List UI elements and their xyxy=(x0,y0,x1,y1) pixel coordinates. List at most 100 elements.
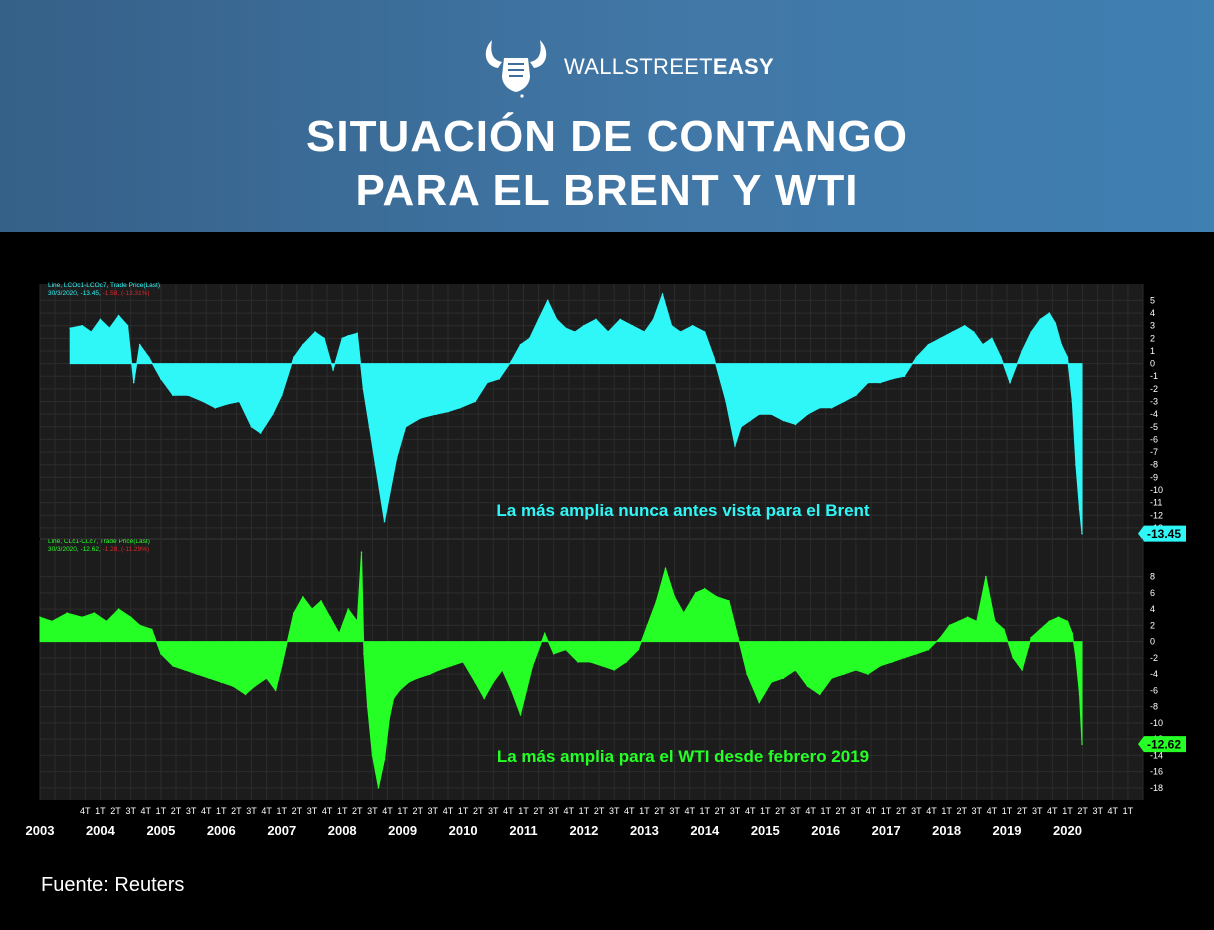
x-quarter-label: 3T xyxy=(1032,806,1043,816)
brent-y-tick-label: -9 xyxy=(1150,472,1158,482)
wti-data-point xyxy=(879,665,881,667)
x-year-label: 2007 xyxy=(267,823,296,838)
wti-data-point xyxy=(366,705,369,708)
wti-y-tick-label: 4 xyxy=(1150,604,1155,614)
x-year-label: 2018 xyxy=(932,823,961,838)
wti-data-point xyxy=(1071,632,1074,635)
brent-data-point xyxy=(1054,322,1057,324)
wti-data-point xyxy=(891,661,893,663)
x-quarter-label: 3T xyxy=(972,806,983,816)
wti-data-point xyxy=(976,620,978,623)
wti-data-point xyxy=(728,600,730,602)
page-title-line-1: SITUACIÓN DE CONTANGO xyxy=(306,112,908,161)
brent-data-point xyxy=(474,400,477,403)
x-quarter-label: 2T xyxy=(654,806,665,816)
x-quarter-label: 4T xyxy=(141,806,152,816)
wti-data-point xyxy=(794,669,797,671)
x-quarter-label: 2T xyxy=(292,806,303,816)
brent-data-point xyxy=(90,331,93,333)
wti-data-point xyxy=(450,665,452,667)
brent-data-point xyxy=(713,356,715,359)
brent-y-tick-label: -2 xyxy=(1150,384,1158,394)
brent-data-point xyxy=(915,356,918,359)
brent-data-point xyxy=(404,426,407,428)
wti-data-point xyxy=(948,624,951,627)
brent-y-tick-label: -12 xyxy=(1150,510,1163,520)
brent-data-point xyxy=(374,463,377,466)
wti-data-point xyxy=(1039,628,1042,631)
x-quarter-label: 4T xyxy=(443,806,454,816)
x-quarter-label: 2T xyxy=(715,806,726,816)
brent-data-point xyxy=(238,400,241,403)
brent-legend-values: 30/3/2020, -13.45, -1.58, (-13.31%) xyxy=(48,290,150,297)
wti-data-point xyxy=(474,681,477,683)
wti-data-point xyxy=(1048,620,1051,623)
brent-data-point xyxy=(830,407,833,409)
brent-y-tick-label: 4 xyxy=(1150,308,1155,318)
wti-data-point xyxy=(51,620,53,623)
brent-data-point xyxy=(806,413,809,415)
x-year-label: 2019 xyxy=(993,823,1022,838)
brent-data-point xyxy=(148,356,150,359)
wti-data-point xyxy=(704,588,706,590)
wti-data-point xyxy=(855,669,857,671)
wti-data-point xyxy=(392,697,395,700)
x-quarter-label: 4T xyxy=(1047,806,1058,816)
brent-data-point xyxy=(1081,532,1083,535)
brent-data-point xyxy=(172,394,174,396)
wti-data-point xyxy=(438,669,440,671)
wti-data-point xyxy=(184,669,186,671)
brent-data-point xyxy=(794,423,797,426)
x-quarter-label: 4T xyxy=(382,806,393,816)
x-quarter-label: 2T xyxy=(231,806,242,816)
x-quarter-label: 2T xyxy=(533,806,544,816)
wti-data-point xyxy=(531,665,534,667)
wti-data-point xyxy=(501,669,504,671)
brent-data-point xyxy=(661,293,664,295)
wti-data-point xyxy=(565,648,567,651)
header-banner: WALLSTREETEASY SITUACIÓN DE CONTANGO PAR… xyxy=(0,0,1214,232)
brent-data-point xyxy=(214,407,217,409)
brand-name-bold: EASY xyxy=(712,54,774,79)
brent-legend-date: 30/3/2020, xyxy=(48,290,81,297)
x-quarter-label: 3T xyxy=(307,806,318,816)
brent-y-tick-label: -3 xyxy=(1150,397,1158,407)
x-year-label: 2004 xyxy=(86,823,116,838)
wti-data-point xyxy=(737,636,739,639)
wti-data-point xyxy=(196,673,198,675)
brent-data-point xyxy=(1021,350,1023,352)
wti-legend-change: -1.28, (-11.29%) xyxy=(103,546,149,553)
wti-data-point xyxy=(208,677,210,679)
x-quarter-label: 2T xyxy=(110,806,121,816)
x-quarter-label: 1T xyxy=(579,806,590,816)
wti-data-point xyxy=(577,661,579,663)
brent-data-point xyxy=(528,337,531,340)
brent-data-point xyxy=(187,394,189,396)
brent-y-tick-label: -7 xyxy=(1150,447,1158,457)
wti-data-point xyxy=(601,665,603,667)
wti-data-point xyxy=(371,754,374,757)
x-quarter-label: 4T xyxy=(987,806,998,816)
brent-data-point xyxy=(725,400,727,403)
wti-data-point xyxy=(939,636,942,639)
wti-data-point xyxy=(388,718,391,720)
brent-annotation: La más amplia nunca antes vista para el … xyxy=(496,501,870,520)
brent-data-point xyxy=(652,318,655,321)
wti-y-tick-label: -2 xyxy=(1150,653,1158,663)
wti-y-tick-label: -4 xyxy=(1150,669,1158,679)
x-quarter-label: 4T xyxy=(503,806,514,816)
x-quarter-label: 2T xyxy=(1077,806,1088,816)
x-year-label: 2003 xyxy=(26,823,55,838)
brent-data-point xyxy=(1078,508,1081,510)
x-quarter-label: 2T xyxy=(412,806,423,816)
x-quarter-label: 2T xyxy=(594,806,605,816)
brent-data-point xyxy=(459,407,461,409)
brent-last-value-label: -13.45 xyxy=(1147,527,1181,541)
wti-annotation: La más amplia para el WTI desde febrero … xyxy=(497,747,869,766)
x-quarter-label: 2T xyxy=(171,806,182,816)
brent-data-point xyxy=(843,400,845,403)
x-quarter-label: 4T xyxy=(1108,806,1119,816)
x-year-label: 2011 xyxy=(509,823,537,838)
brent-data-point xyxy=(1075,463,1077,466)
wti-legend-line: Line, CLc1-CLc7, Trade Price(Last) xyxy=(48,538,150,545)
